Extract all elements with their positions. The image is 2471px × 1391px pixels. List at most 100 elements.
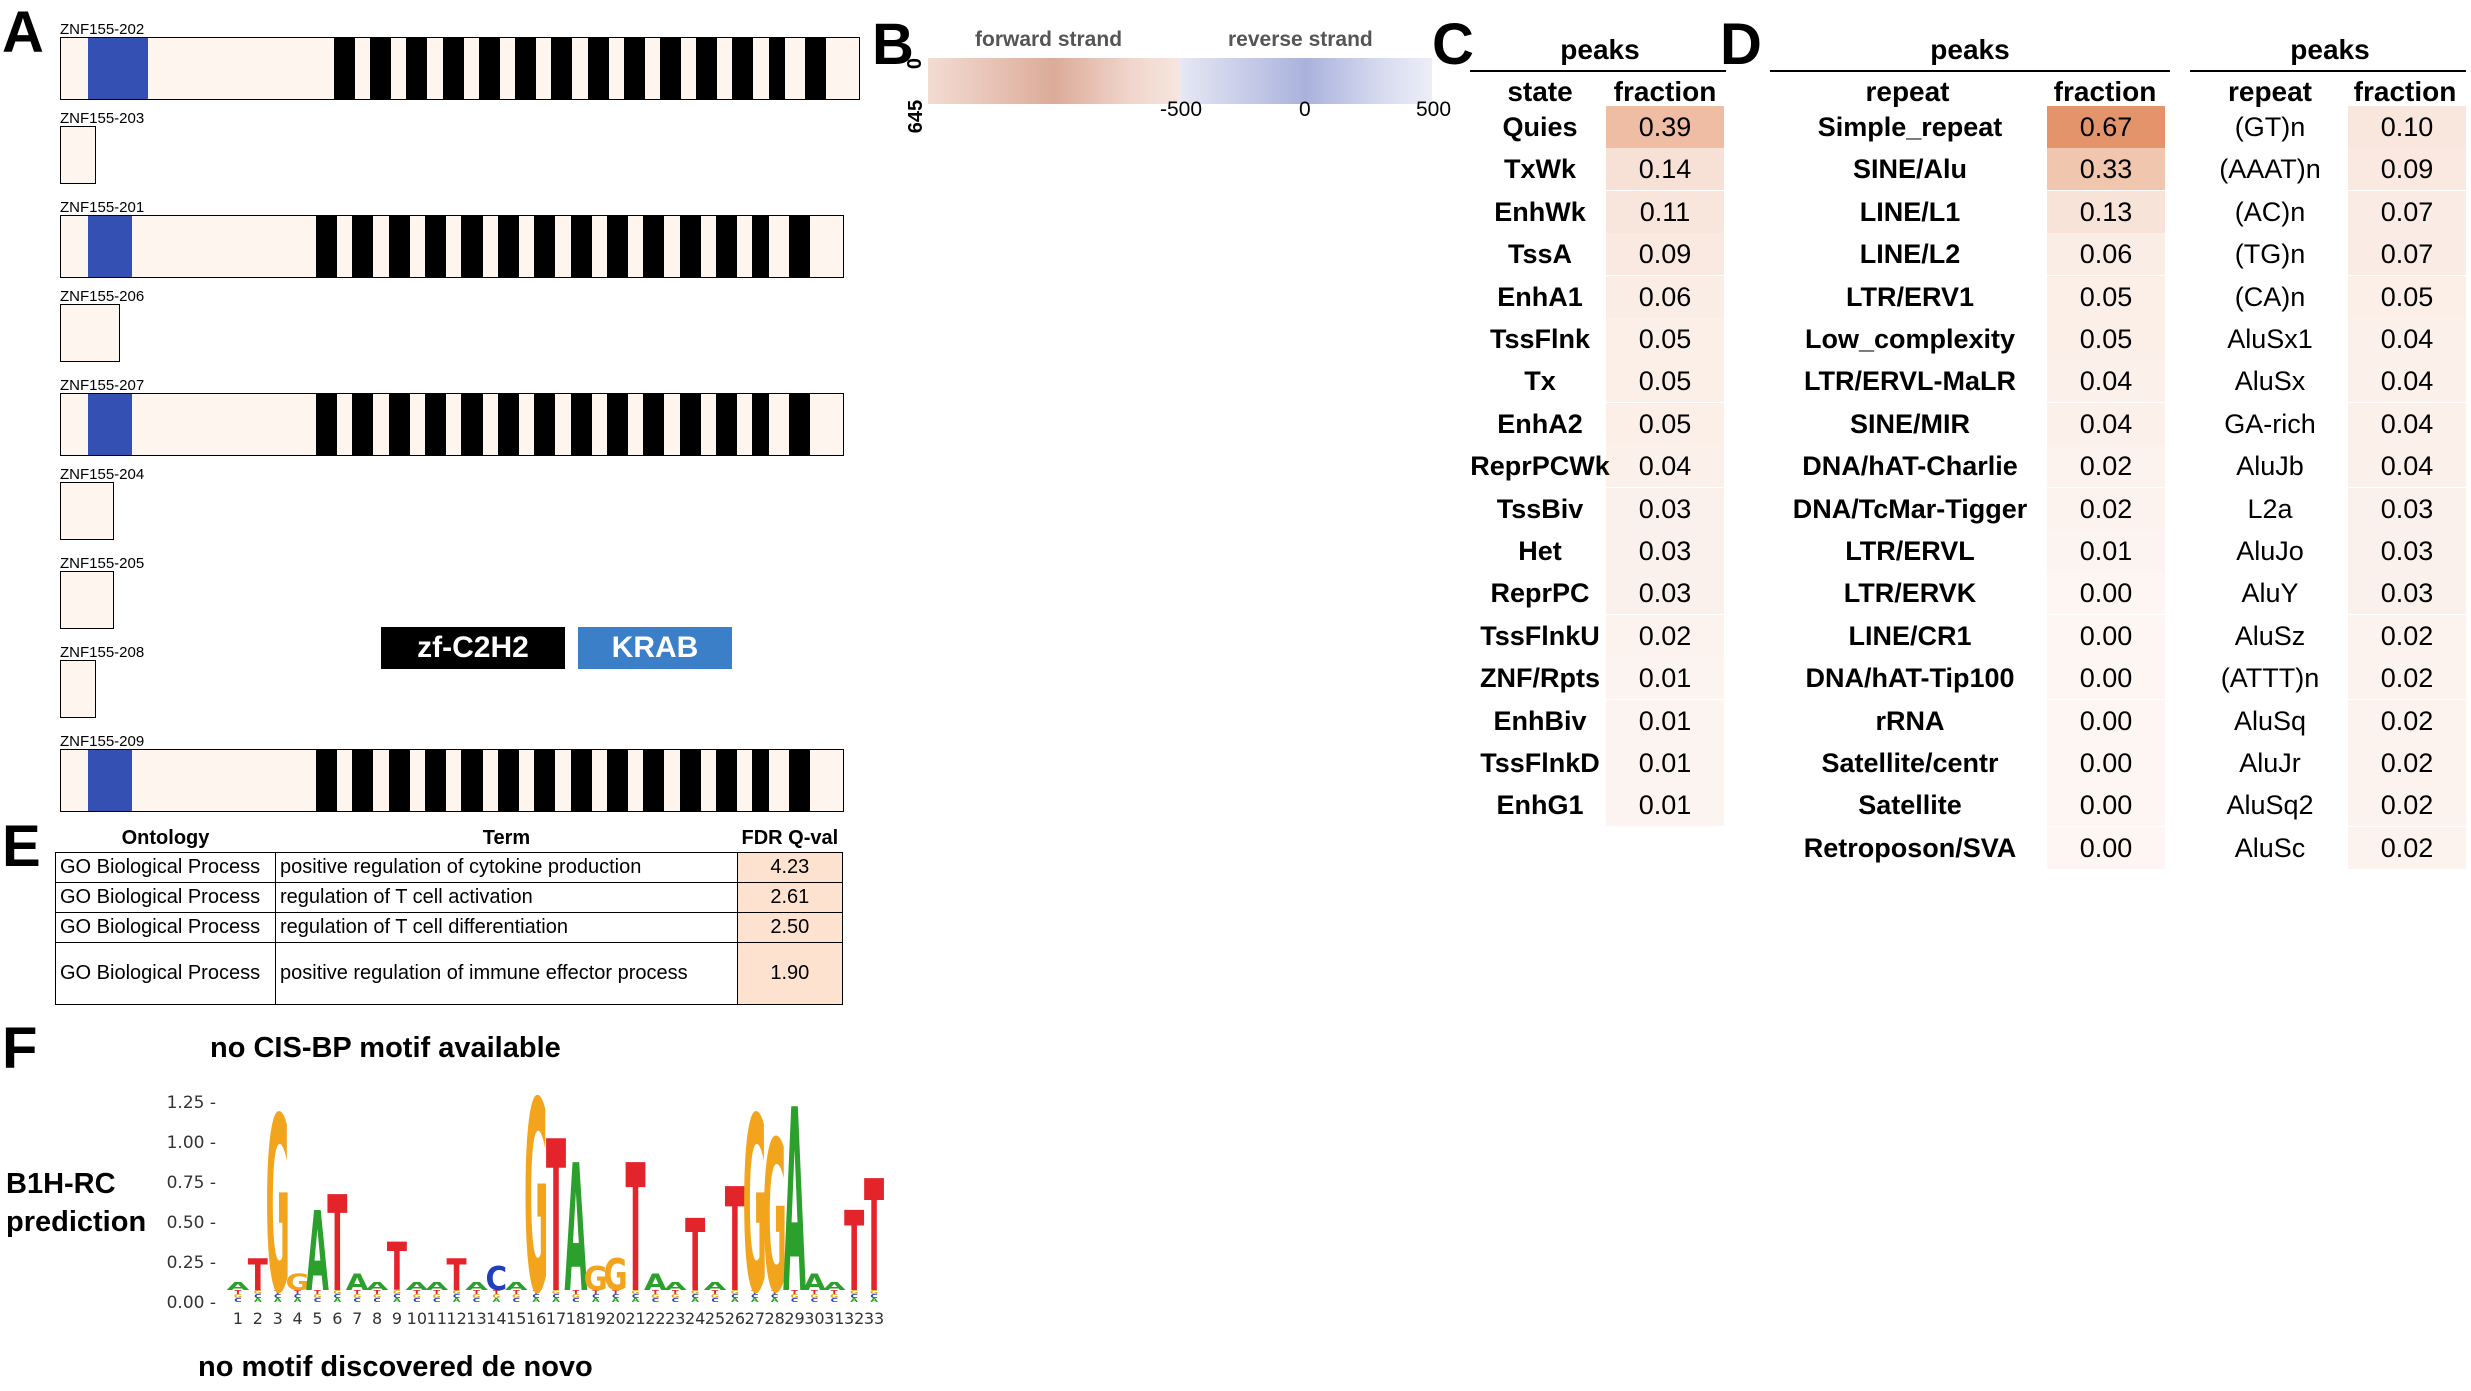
table-d-left-row-name: Satellite [1858,790,1962,821]
sequence-logo: 0.00 -0.25 -0.50 -0.75 -1.00 -1.25 -1 2 3 4… [167,1080,885,1330]
transcript-label: ZNF155-209 [60,733,145,750]
logo-minor-letter: G [850,1290,858,1296]
table-d-left-row-name: SINE/Alu [1852,154,1967,185]
table-d-right-row-value: 0.03 [2348,572,2466,615]
logo-minor-letter: T [612,1290,620,1296]
table-d-left-row-value: 0.02 [2047,487,2165,530]
zf-c2h2-domain [442,38,464,99]
zf-c2h2-domain [643,216,665,277]
zf-c2h2-domain [316,216,338,277]
table-d-left-row-name: Satellite/centr [1821,748,1999,778]
reverse-strand-label: reverse strand [1228,28,1373,51]
table-c-col-state: state [1507,76,1573,107]
table-d-left-row-name: LTR/ERVL-MaLR [1804,366,2016,397]
table-d-right-row-name: AluSq2 [2226,790,2314,821]
go-table-row: GO Biological Process regulation of T cel… [55,911,843,943]
zf-c2h2-domain [388,750,410,811]
logo-letter-A: A [405,1280,429,1293]
logo-minor-letter: T [811,1290,819,1296]
logo-x-tick-label: 22 [645,1309,665,1328]
logo-x-tick-label: 25 [705,1309,725,1328]
zf-c2h2-domain [715,750,737,811]
logo-minor-letter: A [691,1298,700,1304]
table-d-right-row-name: AluSx1 [2227,324,2313,354]
table-d-left-row-name: rRNA [1875,705,1945,736]
transcript-label: ZNF155-201 [60,199,145,216]
table-d-right-row-value: 0.04 [2348,445,2466,488]
heatmap-y-top: 0 [904,57,927,70]
transcript-box [60,749,844,812]
logo-letter-A: A [644,1271,667,1296]
logo-y-tick-label: 1.00 - [167,1133,216,1153]
zf-c2h2-domain [316,750,338,811]
logo-letter-A: A [823,1280,847,1293]
table-c-col-fraction: fraction [1613,76,1717,107]
logo-minor-letter: C [433,1298,441,1304]
zf-c2h2-domain [606,216,628,277]
transcript-label: ZNF155-207 [60,377,145,394]
table-d-left-row-name: Simple_repeat [1817,112,2003,142]
zf-c2h2-domain [370,38,392,99]
table-c-row-value: 0.01 [1606,699,1724,742]
table-d-left-row-value: 0.00 [2047,699,2165,742]
table-d-right-row-name: AluSx [2234,366,2306,397]
reverse-strand-heatmap [1180,58,1432,104]
zf-c2h2-domain [352,750,374,811]
zf-c2h2-domain [679,750,701,811]
table-c-row-name: TssA [1507,239,1573,270]
logo-minor-letter: C [532,1294,540,1300]
table-d-left-row-value: 0.06 [2047,233,2165,276]
table-d-left-row-name: LINE/L1 [1859,196,1961,227]
logo-letter-T: T [387,1231,407,1307]
logo-x-tick-label: 18 [566,1309,586,1328]
logo-letter-G: G [524,1080,548,1330]
panel-label-c: C [1432,12,1474,77]
table-d-left-row-value: 0.33 [2047,148,2165,191]
logo-letter-G: G [743,1080,767,1330]
table-c-row-value: 0.01 [1606,784,1724,827]
logo-x-tick-label: 32 [844,1309,864,1328]
logo-minor-letter: G [512,1294,520,1300]
transcript-label: ZNF155-205 [60,555,145,572]
table-d-right-row-value: 0.04 [2348,402,2466,445]
logo-minor-letter: C [751,1294,759,1300]
logo-minor-letter: G [671,1294,679,1300]
heatmap-x-tick-500: 500 [1416,98,1452,121]
logo-minor-letter: T [672,1290,680,1296]
table-d-left-row-name: Retroposon/SVA [1803,832,2017,863]
go-ontology-cell: GO Biological Process [55,881,276,913]
table-d-right-row-name: AluJo [2236,536,2304,566]
table-d-left-row-name: SINE/MIR [1849,408,1970,439]
logo-minor-letter: A [612,1298,621,1304]
logo-x-tick-label: 31 [824,1309,844,1328]
table-d-left-row-value: 0.00 [2047,784,2165,827]
logo-x-tick-label: 29 [784,1309,804,1328]
table-d-left-row-value: 0.05 [2047,318,2165,360]
transcript-box [60,393,844,456]
logo-minor-letter: C [234,1298,242,1304]
logo-minor-letter: C [691,1294,699,1300]
zf-c2h2-domain [788,750,810,811]
table-c-row-value: 0.03 [1606,572,1724,615]
logo-minor-letter: C [354,1298,362,1304]
logo-minor-letter: A [632,1298,641,1304]
logo-minor-letter: G [234,1294,242,1300]
transcript-label: ZNF155-203 [60,110,145,127]
transcript-box [60,215,844,278]
logo-minor-letter: G [870,1290,878,1296]
logo-minor-letter: T [374,1290,382,1296]
logo-minor-letter: C [831,1298,839,1304]
logo-x-tick-label: 2 [253,1309,263,1328]
logo-minor-letter: T [791,1290,799,1296]
logo-minor-letter: C [851,1294,859,1300]
logo-x-tick-label: 24 [685,1309,705,1328]
logo-minor-letter: T [712,1290,720,1296]
table-d-right-row-name: (GT)n [2234,112,2306,142]
strand-heatmap [928,58,1432,104]
table-d-left-row-value: 0.13 [2047,190,2165,233]
table-d-right-row-name: (ATTT)n [2220,663,2320,694]
logo-minor-letter: G [373,1294,381,1300]
table-d-right-row-value: 0.02 [2348,742,2466,784]
logo-x-tick-label: 20 [605,1309,625,1328]
go-ontology-cell: GO Biological Process [55,941,276,1005]
